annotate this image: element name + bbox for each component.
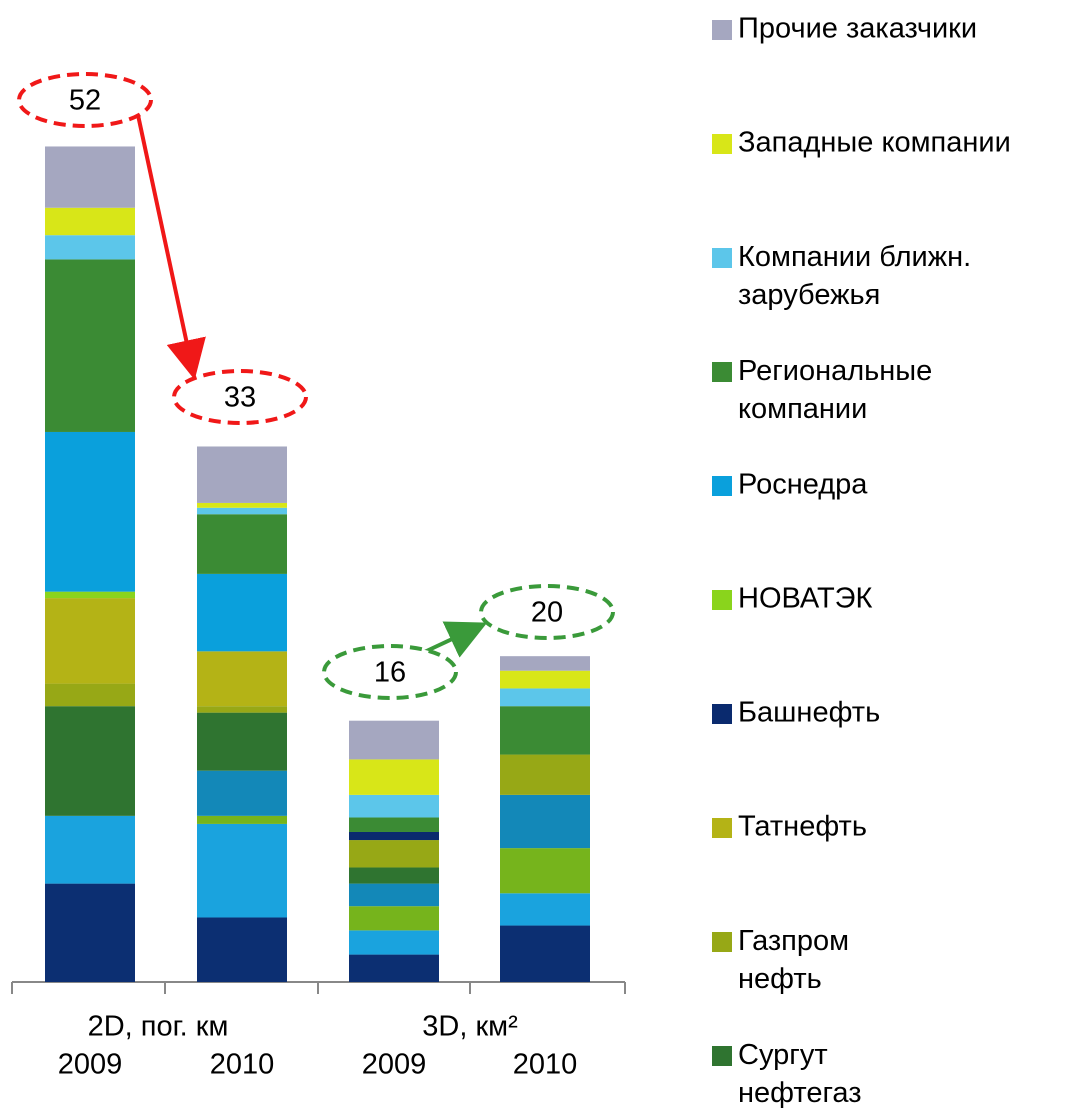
legend-label: Башнефть [738,697,880,729]
bar-segment [45,591,135,599]
legend-swatch [712,248,732,268]
bar-segment [197,706,287,713]
bar-segment [349,831,439,841]
bar-segment [349,954,439,982]
bar-segment [500,848,590,894]
bar-segment [500,925,590,982]
callout-ellipse [479,584,615,640]
group-label: 2D, пог. км [88,1011,229,1043]
legend-label: Компании ближн. зарубежья [738,241,971,311]
bar-segment [197,446,287,503]
total-label: 20 [531,597,563,629]
bar-segment [45,207,135,236]
bar-segment [45,883,135,982]
callout-ellipse [172,369,308,425]
legend-label: Прочие заказчики [738,13,977,45]
legend-swatch [712,134,732,154]
bar-segment [197,651,287,707]
bar-segment [349,883,439,907]
bar-segment [349,840,439,868]
legend-swatch [712,590,732,610]
bar-segment [197,815,287,824]
callout-ellipse [17,72,153,128]
bar-segment [197,712,287,771]
total-label: 33 [224,382,256,414]
bar-segment [45,259,135,432]
x-tick-label: 2010 [210,1049,275,1081]
x-tick-label: 2010 [513,1049,578,1081]
bar-segment [45,815,135,884]
bar-segment [197,502,287,508]
group-label: 3D, км² [422,1011,518,1043]
bar-segment [197,514,287,574]
legend-swatch [712,704,732,724]
bar-segment [349,906,439,931]
legend-swatch [712,932,732,952]
bar-segment [500,656,590,671]
legend-label: Региональные компании [738,355,932,425]
legend-swatch [712,20,732,40]
bar-segment [45,706,135,816]
x-tick-label: 2009 [362,1049,427,1081]
legend-label: Газпром нефть [738,925,849,995]
legend-swatch [712,1046,732,1066]
bar-segment [197,770,287,816]
bar-segment [500,670,590,689]
bar-segment [349,759,439,795]
bar-segment [349,817,439,832]
legend-swatch [712,362,732,382]
bar-segment [45,235,135,260]
legend-swatch [712,818,732,838]
x-tick-label: 2009 [58,1049,123,1081]
total-label: 52 [69,85,101,117]
legend-label: Западные компании [738,127,1011,159]
bar-segment [500,706,590,755]
bar-segment [197,573,287,652]
bar-segment [197,507,287,515]
bar-segment [500,688,590,707]
bar-segment [45,598,135,684]
bar-segment [197,823,287,918]
bar-segment [45,431,135,592]
bar-segment [197,917,287,982]
legend-label: Татнефть [738,811,867,843]
legend-label: Роснедра [738,469,868,501]
total-label: 16 [374,657,406,689]
bar-segment [45,683,135,707]
arrow [417,621,488,658]
bar-segment [500,794,590,849]
bar-segment [349,794,439,818]
bar-segment [349,930,439,955]
bar-segment [349,720,439,760]
arrow [136,114,206,380]
legend-swatch [712,476,732,496]
bar-segment [45,146,135,208]
legend-label: Сургут нефтегаз [738,1039,862,1109]
legend-label: НОВАТЭК [738,583,873,615]
bar-segment [349,867,439,884]
bar-segment [500,893,590,926]
bar-segment [500,754,590,795]
callout-ellipse [322,644,458,700]
